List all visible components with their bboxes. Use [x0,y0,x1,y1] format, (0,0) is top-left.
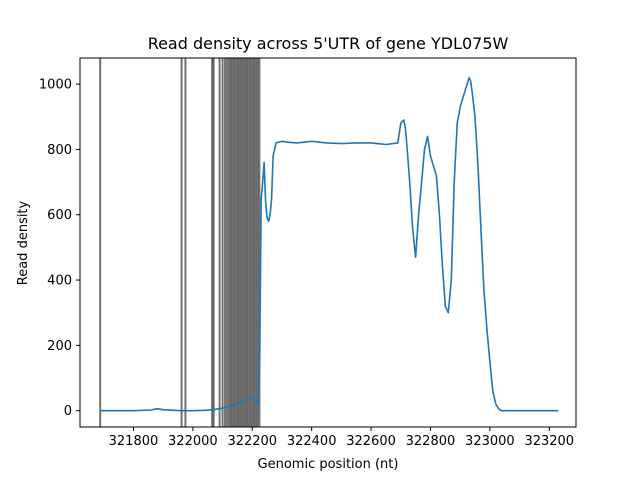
x-tick-label: 321800 [109,434,159,449]
y-tick-label: 600 [47,208,72,223]
x-tick-label: 322400 [287,434,337,449]
x-tick-label: 322200 [227,434,277,449]
y-tick-label: 800 [47,143,72,158]
vertical-lines [99,58,261,427]
y-tick-label: 400 [47,274,72,289]
y-axis-ticks: 0 200 400 600 800 1000 [39,78,80,419]
y-tick-label: 1000 [39,78,72,93]
chart-title: Read density across 5'UTR of gene YDL075… [148,34,509,53]
x-axis-ticks: 321800 322000 322200 322400 322600 322800 3230… [109,427,574,449]
y-tick-label: 0 [64,404,72,419]
x-axis-label: Genomic position (nt) [258,457,399,472]
x-tick-label: 322600 [346,434,396,449]
y-tick-label: 200 [47,339,72,354]
series-layer [100,76,559,412]
series-line [100,76,559,412]
x-tick-label: 322800 [406,434,456,449]
x-tick-label: 322000 [168,434,218,449]
y-axis-label: Read density [16,200,31,285]
x-tick-label: 323000 [465,434,515,449]
plot-frame [79,57,577,428]
x-tick-label: 323200 [524,434,574,449]
